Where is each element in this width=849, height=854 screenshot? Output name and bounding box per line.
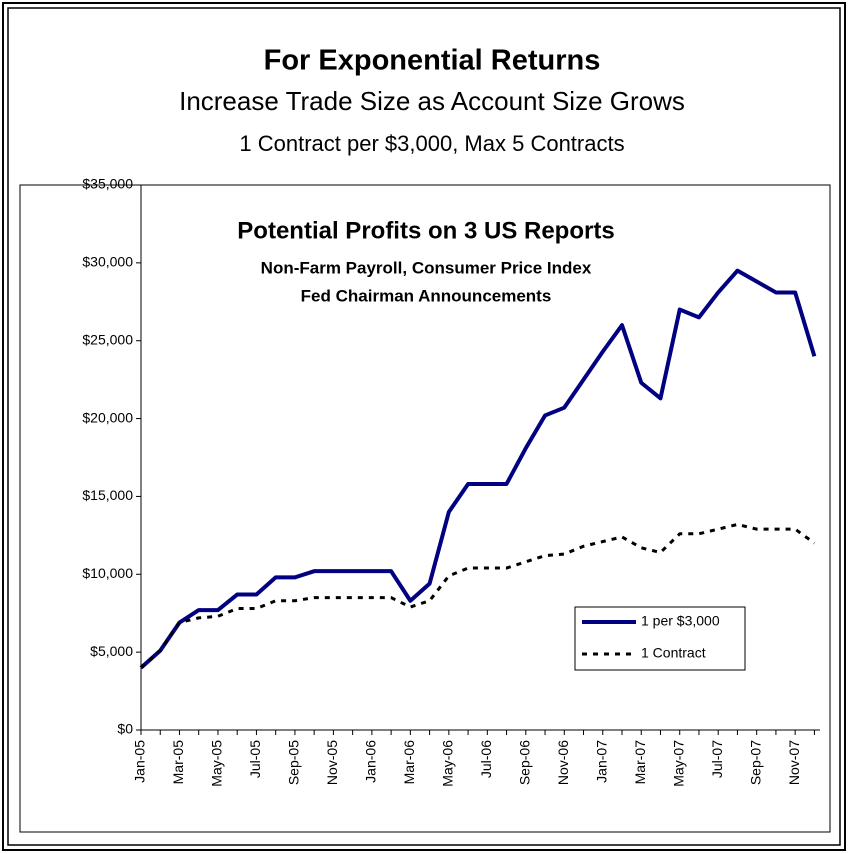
- chart-title: For Exponential Returns: [264, 45, 601, 77]
- inner-frame: [7, 7, 841, 846]
- x-tick-label: Jul-05: [247, 740, 263, 778]
- series-line: [140, 522, 816, 669]
- x-tick-label: Mar-07: [632, 740, 648, 785]
- x-tick-label: Jul-06: [478, 740, 494, 778]
- annotation: Non-Farm Payroll, Consumer Price Index: [261, 258, 592, 277]
- x-tick-label: Jan-05: [132, 740, 148, 783]
- y-tick-label: $20,000: [82, 409, 133, 425]
- x-tick-label: May-05: [209, 740, 225, 787]
- x-tick-label: Nov-05: [324, 740, 340, 785]
- y-tick-label: $15,000: [82, 487, 133, 503]
- y-tick-label: $5,000: [90, 643, 133, 659]
- y-tick-label: $30,000: [82, 254, 133, 270]
- x-tick-label: Jan-06: [363, 740, 379, 783]
- x-tick-label: Sep-07: [747, 740, 763, 785]
- x-tick-label: May-07: [670, 740, 686, 787]
- chart-subtitle: 1 Contract per $3,000, Max 5 Contracts: [239, 131, 624, 156]
- legend-box: [574, 606, 746, 671]
- x-tick-label: May-06: [440, 740, 456, 787]
- legend-label: 1 per $3,000: [641, 613, 720, 629]
- chart-subtitle: Increase Trade Size as Account Size Grow…: [179, 86, 685, 116]
- x-tick-label: Mar-06: [401, 740, 417, 785]
- x-tick-label: Jul-07: [709, 740, 725, 778]
- chart-box: [19, 184, 831, 833]
- x-tick-label: Nov-07: [786, 740, 802, 785]
- y-tick-label: $0: [117, 721, 133, 737]
- x-tick-label: Nov-06: [555, 740, 571, 785]
- x-tick-label: Sep-06: [517, 740, 533, 785]
- x-tick-label: Jan-07: [593, 740, 609, 783]
- y-tick-label: $35,000: [82, 176, 133, 192]
- x-tick-label: Sep-05: [286, 740, 302, 785]
- series-line: [139, 268, 817, 670]
- annotation: Potential Profits on 3 US Reports: [237, 217, 614, 244]
- y-tick-label: $10,000: [82, 565, 133, 581]
- x-tick-label: Mar-05: [170, 740, 186, 785]
- legend-label: 1 Contract: [641, 645, 706, 661]
- annotation: Fed Chairman Announcements: [301, 286, 552, 305]
- y-tick-label: $25,000: [82, 331, 133, 347]
